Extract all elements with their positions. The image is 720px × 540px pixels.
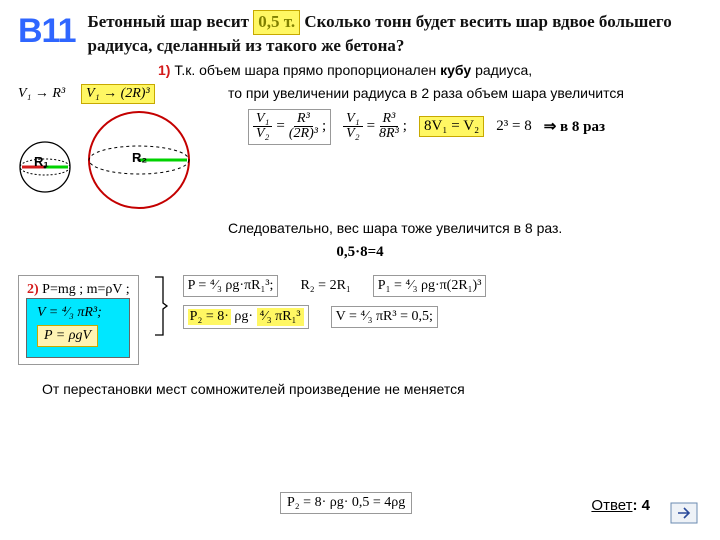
method2-left-box: 2) P=mg ; m=ρV ; V = ⁴⁄₃ πR³; P = ρgV — [18, 275, 139, 365]
bracket-icon — [153, 275, 169, 340]
answer: Ответ: 4 — [591, 497, 650, 514]
problem-a: Бетонный шар весит — [88, 12, 254, 31]
r2-label: R₂ — [132, 150, 147, 165]
r2-eq-2r1: R₂ = 2R₁ — [300, 278, 350, 294]
step1-text2: то при увеличении радиуса в 2 раза объем… — [228, 84, 702, 103]
method2-right: P = ⁴⁄₃ ρg·πR₁³; R₂ = 2R₁ P₁ = ⁴⁄₃ ρg·π(… — [183, 275, 702, 337]
answer-label: Ответ — [591, 497, 632, 514]
pmg-formula: P=mg ; m=ρV ; — [42, 282, 129, 297]
next-button[interactable] — [670, 502, 698, 524]
r1-label: R₁ — [34, 154, 49, 169]
problem-text: Бетонный шар весит 0,5 т. Сколько тонн б… — [88, 10, 703, 58]
answer-value: : 4 — [632, 497, 650, 514]
step1-kubu: кубу — [440, 62, 471, 78]
spheres-diagram: R₁ R₂ — [18, 110, 218, 210]
fraction-chain: V₁V₂ = R³(2R)³ ; V₁V₂ = R³8R³ ; 8V₁ = V₂… — [248, 109, 605, 145]
pgv-formula: P = ρgV — [37, 325, 98, 347]
two-cubed: 2³ = 8 — [496, 118, 531, 135]
step1-text-b: радиуса, — [475, 62, 532, 78]
step1-text-a: Т.к. объем шара прямо пропорционален — [174, 62, 440, 78]
arrow-right-icon — [670, 502, 698, 524]
formula-v1-2r3: V₁ → (2R)³ — [81, 84, 155, 104]
problem-highlight: 0,5 т. — [253, 10, 300, 35]
calc-058: 0,5·8=4 — [18, 244, 702, 261]
note-text: От перестановки мест сомножителей произв… — [42, 381, 702, 397]
v-formula: V = ⁴⁄₃ πR³; — [37, 305, 102, 320]
p-formula-1: P = ⁴⁄₃ ρg·πR₁³; — [183, 275, 279, 297]
cyan-box: V = ⁴⁄₃ πR³; P = ρgV — [26, 298, 130, 358]
eight-v-eq: 8V₁ = V₂ — [419, 116, 484, 137]
formula-v1-r3: V₁ → R³ — [18, 86, 65, 102]
v-8-raz: ⇒ в 8 раз — [544, 117, 605, 136]
v-05-formula: V = ⁴⁄₃ πR³ = 0,5; — [331, 306, 438, 328]
final-calc: P₂ = 8· ρg· 0,5 = 4ρg — [280, 492, 412, 514]
step1-number: 1) — [158, 62, 170, 78]
step1-line: 1) Т.к. объем шара прямо пропорционален … — [158, 62, 702, 78]
p1-formula: P₁ = ⁴⁄₃ ρg·π(2R₁)³ — [373, 275, 487, 297]
follow-text: Следовательно, вес шара тоже увеличится … — [228, 220, 702, 236]
task-badge: В11 — [18, 14, 76, 48]
step2-number: 2) — [27, 282, 39, 297]
